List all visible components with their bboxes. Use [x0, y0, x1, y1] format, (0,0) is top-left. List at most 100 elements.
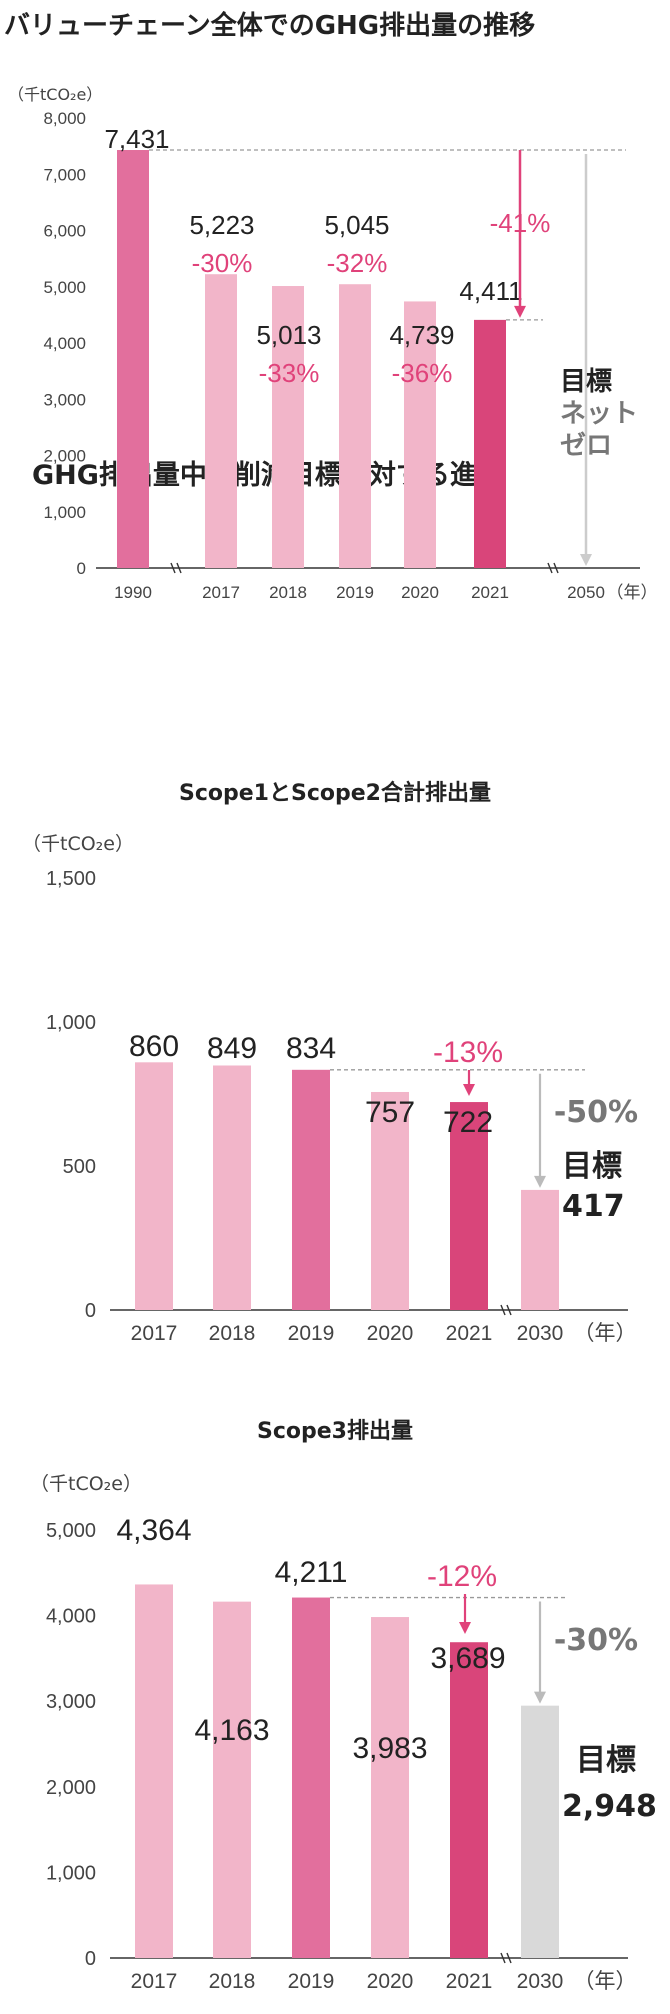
scope12-bar-2021: [450, 1102, 488, 1310]
x-tick-label-2019: 2019: [336, 583, 374, 602]
axis-break-mark: [553, 562, 559, 574]
scope3-value-label-2020: 3,983: [352, 1732, 427, 1765]
scope12-y-tick-label: 0: [85, 1300, 96, 1322]
x-tick-label-2021: 2021: [471, 583, 509, 602]
scope12-x-tick-label-2030: 2030: [517, 1322, 564, 1345]
scope12-bar-2017: [135, 1062, 173, 1310]
scope12-change-pct-label: -13%: [433, 1036, 503, 1069]
scope12-target-pct-label: -50%: [554, 1095, 638, 1130]
scope3-y-tick-label: 5,000: [46, 1520, 96, 1542]
scope12-x-tick-label-2021: 2021: [446, 1322, 493, 1345]
value-label-2021: 4,411: [459, 276, 522, 306]
main-title: バリューチェーン全体でのGHG排出量の推移: [4, 10, 535, 41]
y-tick-label: 4,000: [43, 334, 86, 353]
y-tick-label: 2,000: [43, 447, 86, 466]
value-label-2018: 5,013: [256, 320, 321, 350]
scope12-x-tick-label-2018: 2018: [209, 1322, 256, 1345]
pct-label-2019: -32%: [327, 248, 388, 278]
scope3-value-label-2019: 4,211: [275, 1556, 348, 1589]
scope12-x-tick-label-2019: 2019: [288, 1322, 335, 1345]
reduction-arrow-2021-head: [514, 305, 526, 318]
scope3-target-pct-label: -30%: [554, 1623, 638, 1658]
scope3-x-tick-label-2017: 2017: [131, 1970, 178, 1993]
pct-label-2017: -30%: [192, 248, 253, 278]
y-tick-label: 6,000: [43, 222, 86, 241]
y-axis-unit-label: （千tCO₂e）: [8, 85, 102, 104]
scope3-target-value: 2,948: [562, 1789, 657, 1824]
scope12-bar-2020: [371, 1091, 409, 1310]
axis-break-mark: [500, 1952, 506, 1964]
scope12-y-tick-label: 1,000: [46, 1012, 96, 1034]
y-tick-label: 3,000: [43, 390, 86, 409]
scope12-y-unit-label: （千tCO₂e）: [22, 833, 134, 855]
target-label-line: 目標: [560, 367, 612, 397]
axis-break-mark: [547, 562, 553, 574]
y-tick-label: 8,000: [43, 109, 86, 128]
scope3-y-tick-label: 2,000: [46, 1777, 96, 1799]
scope3-y-unit-label: （千tCO₂e）: [30, 1473, 142, 1495]
scope3-y-tick-label: 0: [85, 1948, 96, 1970]
scope3-x-tick-label-2018: 2018: [209, 1970, 256, 1993]
pct-label-2018: -33%: [259, 358, 320, 388]
scope3-bar-2018: [213, 1601, 251, 1958]
scope3-value-label-2018: 4,163: [194, 1714, 269, 1747]
scope12-bar-2030: [521, 1189, 559, 1310]
scope12-x-tick-label-2017: 2017: [131, 1322, 178, 1345]
scope3-target-word: 目標: [576, 1743, 636, 1778]
scope3-change-arrow-head: [459, 1622, 471, 1634]
bar-2018: [272, 286, 304, 568]
scope3-x-tick-label-2021: 2021: [446, 1970, 493, 1993]
x-axis-unit-label: （年）: [607, 583, 658, 603]
scope3-y-tick-label: 4,000: [46, 1606, 96, 1628]
scope3-bar-2017: [135, 1584, 173, 1958]
bar-2019: [339, 284, 371, 568]
scope12-y-tick-label: 1,500: [46, 868, 96, 890]
target-label-line: ゼロ: [560, 431, 612, 461]
pct-label-2020: -36%: [392, 358, 453, 388]
scope3-y-tick-label: 3,000: [46, 1691, 96, 1713]
scope3-target-arrow-head: [534, 1691, 546, 1704]
x-tick-label-2017: 2017: [202, 583, 240, 602]
scope12-x-tick-label-2020: 2020: [367, 1322, 414, 1345]
scope3-value-label-2017: 4,364: [116, 1514, 191, 1547]
value-label-2020: 4,739: [389, 320, 454, 350]
scope12-x-unit-label: （年）: [574, 1321, 637, 1345]
scope12-y-tick-label: 500: [63, 1156, 96, 1178]
scope3-change-pct-label: -12%: [427, 1560, 497, 1593]
scope12-title: Scope1とScope2合計排出量: [179, 780, 491, 806]
y-tick-label: 7,000: [43, 165, 86, 184]
target-arrow-2050-head: [580, 554, 592, 566]
scope3-value-label-2021: 3,689: [430, 1642, 505, 1675]
scope12-value-label-2018: 849: [207, 1032, 257, 1065]
scope3-bar-2019: [292, 1597, 330, 1958]
scope3-title: Scope3排出量: [257, 1419, 413, 1444]
x-tick-label-1990: 1990: [114, 583, 152, 602]
bar-2017: [205, 274, 237, 568]
axis-break-mark: [176, 562, 182, 574]
y-tick-label: 0: [77, 559, 86, 578]
scope12-target-arrow-head: [534, 1175, 546, 1188]
axis-break-mark: [500, 1304, 506, 1316]
scope12-value-label-2017: 860: [129, 1030, 179, 1063]
bar-1990: [117, 150, 149, 568]
scope12-change-arrow-head: [463, 1084, 475, 1096]
scope3-bar-2020: [371, 1617, 409, 1958]
scope12-value-label-2020: 757: [365, 1096, 415, 1129]
axis-break-mark: [506, 1952, 512, 1964]
bar-2021: [474, 319, 506, 568]
scope3-x-tick-label-2019: 2019: [288, 1970, 335, 1993]
y-tick-label: 1,000: [43, 503, 86, 522]
scope3-bar-2021: [450, 1642, 488, 1958]
value-label-2019: 5,045: [324, 210, 389, 240]
x-tick-label-2020: 2020: [401, 583, 439, 602]
value-label-1990: 7,431: [104, 124, 169, 154]
scope3-x-unit-label: （年）: [574, 1969, 637, 1993]
x-tick-label-2018: 2018: [269, 583, 307, 602]
scope3-x-tick-label-2020: 2020: [367, 1970, 414, 1993]
scope12-target-value: 417: [562, 1189, 625, 1224]
axis-break-mark: [170, 562, 176, 574]
scope12-value-label-2019: 834: [286, 1032, 336, 1065]
scope3-bar-2030: [521, 1705, 559, 1958]
value-label-2017: 5,223: [189, 210, 254, 240]
x-tick-label-2050: 2050: [567, 583, 605, 602]
